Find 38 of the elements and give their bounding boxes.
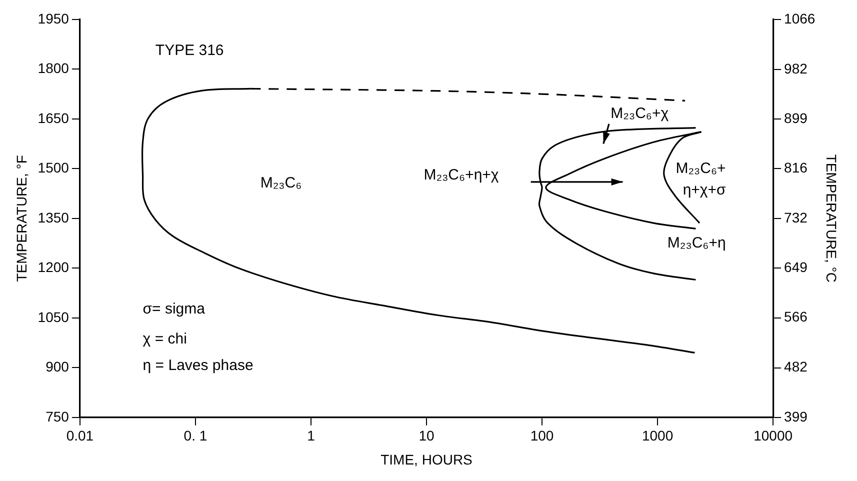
y2-tick-label: 899 xyxy=(784,110,808,126)
x-tick-label: 100 xyxy=(530,428,554,444)
x-axis-title: TIME, HOURS xyxy=(380,451,472,468)
y2-tick-label: 982 xyxy=(784,60,808,76)
y2-tick-label: 1066 xyxy=(784,10,816,26)
x-tick-label: 10000 xyxy=(754,428,793,444)
y2-axis-title: TEMPERATURE, °C xyxy=(824,154,840,283)
y-tick-label: 1200 xyxy=(38,259,70,276)
y2-tick-label: 399 xyxy=(784,408,808,424)
annotation: η = Laves phase xyxy=(142,357,254,374)
y2-tick-label: 566 xyxy=(784,308,808,325)
x-tick-label: 0.01 xyxy=(66,428,94,444)
y-tick-label: 1800 xyxy=(38,60,70,76)
x-tick-label: 1 xyxy=(307,428,316,444)
annotation: M₂₃C₆+ xyxy=(676,160,726,177)
annotation: σ= sigma xyxy=(142,300,206,318)
x-tick-label: 0. 1 xyxy=(184,428,208,444)
annotation: M₂₃C₆+η xyxy=(667,234,726,252)
y-tick-label: 1650 xyxy=(38,110,70,126)
y2-tick-label: 816 xyxy=(784,159,808,176)
y2-tick-label: 482 xyxy=(784,358,808,375)
annotation: M₂₃C₆+η+χ xyxy=(424,166,499,184)
y-tick-label: 750 xyxy=(46,408,70,424)
y-tick-label: 1350 xyxy=(38,209,70,226)
annotation: M₂₃C₆+χ xyxy=(610,105,669,122)
y2-tick-label: 649 xyxy=(784,259,808,276)
y-tick-label: 1500 xyxy=(38,160,70,176)
y-tick-label: 900 xyxy=(46,358,70,375)
annotation: M₂₃C₆ xyxy=(260,174,302,192)
y-tick-label: 1950 xyxy=(38,10,70,26)
y-axis-title: TEMPERATURE, °F xyxy=(13,155,30,282)
annotation: TYPE 316 xyxy=(155,42,224,60)
y-tick-label: 1050 xyxy=(38,308,70,325)
annotation: χ = chi xyxy=(142,330,187,348)
x-tick-label: 10 xyxy=(418,428,434,444)
annotation: η+χ+σ xyxy=(682,181,727,198)
y2-tick-label: 732 xyxy=(784,210,808,226)
x-tick-label: 1000 xyxy=(642,428,674,444)
